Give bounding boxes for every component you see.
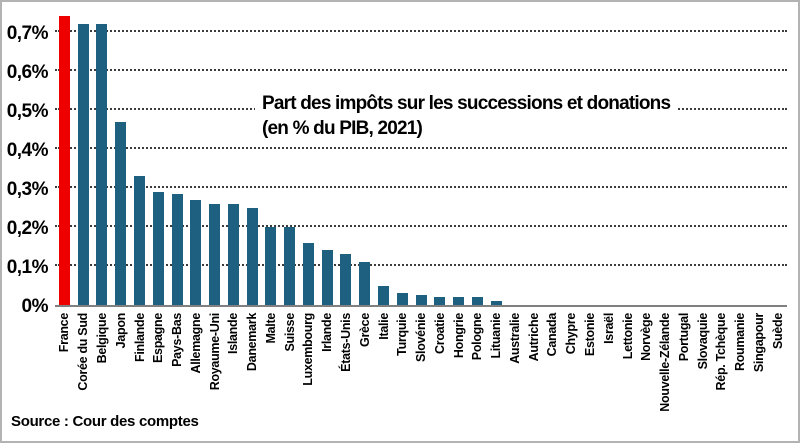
bar-Allemagne: [190, 199, 202, 305]
x-axis-label: Espagne: [151, 313, 166, 363]
y-axis-label: 0,1%: [6, 257, 49, 278]
bar-Slovénie: [415, 295, 427, 305]
bar-Espagne: [152, 191, 164, 305]
x-axis-label: Pologne: [470, 313, 485, 361]
bar-Japon: [115, 121, 127, 305]
chart-title: Part des impôts sur les successions et d…: [262, 93, 671, 114]
x-axis-label: Malte: [263, 313, 278, 344]
x-axis-label: Slovénie: [414, 313, 428, 363]
x-axis-label: Finlande: [132, 313, 147, 362]
gridline: [55, 264, 787, 266]
x-axis-label: Corée du Sud: [76, 313, 91, 391]
bar-Belgique: [96, 24, 108, 305]
x-axis-label: Hongrie: [451, 313, 466, 359]
chart-subtitle: (en % du PIB, 2021): [262, 118, 423, 139]
bar-Danemark: [246, 207, 258, 305]
y-axis-label: 0,2%: [6, 218, 49, 239]
x-axis-label: Croatie: [432, 313, 447, 354]
gridline: [55, 147, 787, 149]
x-axis-label: Estonie: [582, 313, 597, 357]
bar-Royaume-Uni: [209, 203, 220, 305]
x-axis-label: Lettonie: [620, 313, 635, 360]
gridline: [55, 225, 787, 227]
y-axis-label: 0,4%: [6, 140, 49, 161]
x-axis-label: États-Unis: [338, 313, 353, 372]
gridline: [55, 30, 787, 32]
x-axis-label: Luxembourg: [301, 313, 316, 386]
x-axis-label: Pays-Bas: [170, 313, 184, 367]
x-axis-label: Allemagne: [188, 313, 203, 374]
x-axis-label: Islande: [226, 313, 241, 354]
x-axis-label: Danemark: [245, 313, 260, 372]
x-axis-label: Japon: [113, 313, 128, 349]
bar-Lituanie: [490, 301, 502, 305]
x-axis-label: Chypre: [564, 313, 579, 355]
bar-Suisse: [284, 227, 296, 305]
y-axis-label: 0%: [21, 296, 49, 317]
bar-Malte: [265, 227, 277, 305]
x-axis-label: Singapour: [751, 313, 766, 373]
bar-Luxembourg: [302, 242, 314, 305]
x-axis-label: Turquie: [395, 313, 410, 356]
x-axis-label: Suède: [770, 313, 785, 350]
bar-Hongrie: [453, 297, 464, 305]
bar-Islande: [227, 203, 239, 305]
x-axis-label: Canada: [545, 313, 560, 357]
x-axis-label: France: [57, 313, 72, 353]
y-axis-label: 0,5%: [6, 101, 49, 122]
bar-Corée du Sud: [77, 24, 89, 305]
x-axis-label: Grèce: [357, 313, 372, 347]
bar-États-Unis: [340, 254, 352, 305]
x-axis-label: Lituanie: [489, 313, 504, 359]
chart-title-block: Part des impôts sur les successions et d…: [255, 89, 678, 144]
x-axis-label: Roumanie: [733, 313, 748, 372]
x-axis-label: Portugal: [676, 313, 691, 362]
plot-area: [55, 12, 787, 307]
x-axis-label: Autriche: [526, 313, 541, 362]
gridline: [55, 186, 787, 188]
x-axis-label: Belgique: [94, 313, 109, 364]
x-axis-label: Norvège: [639, 313, 654, 361]
bar-Croatie: [434, 297, 446, 305]
bar-Turquie: [396, 293, 408, 305]
x-axis-label: Rép. Tchèque: [714, 313, 729, 391]
bar-Pays-Bas: [171, 193, 183, 305]
bar-France: [58, 16, 70, 305]
gridline: [55, 69, 787, 71]
bar-Finlande: [134, 176, 145, 305]
x-axis-label: Royaume-Uni: [207, 313, 222, 391]
x-axis-label: Suisse: [282, 313, 297, 352]
x-axis-label: Australie: [507, 313, 522, 364]
bar-Pologne: [471, 297, 483, 305]
x-axis-label: Italie: [376, 313, 391, 340]
x-axis-label: Israël: [601, 313, 616, 344]
x-axis-label: Nouvelle-Zélande: [658, 313, 672, 412]
bar-Grèce: [359, 262, 371, 305]
y-axis-label: 0,6%: [6, 62, 49, 83]
bar-Irlande: [321, 250, 333, 305]
bar-Italie: [378, 285, 389, 305]
x-axis-label: Irlande: [320, 313, 335, 352]
y-axis-label: 0,7%: [6, 23, 49, 44]
source-note: Source : Cour des comptes: [11, 413, 199, 430]
x-axis-label: Slovaquie: [695, 313, 710, 370]
y-axis-label: 0,3%: [6, 179, 49, 200]
